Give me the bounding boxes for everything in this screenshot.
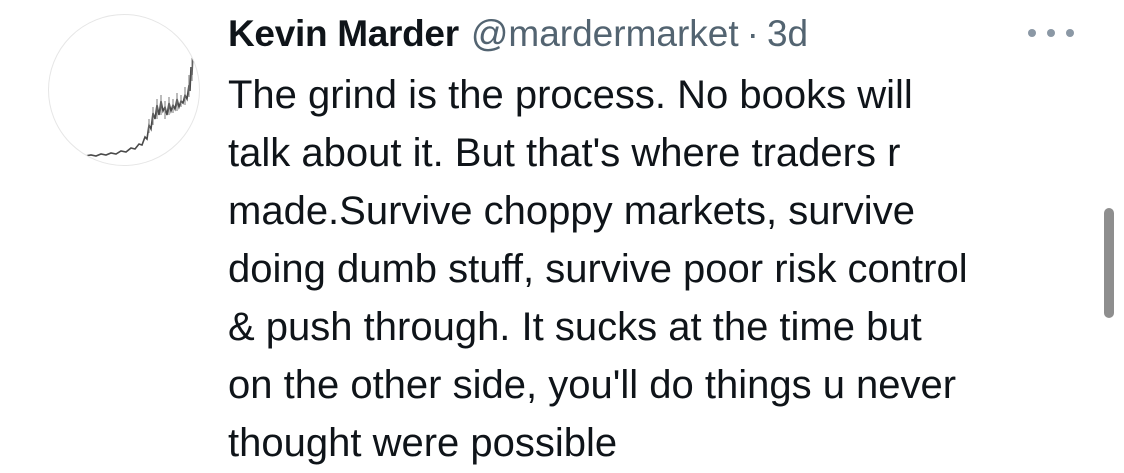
- tweet-text: The grind is the process. No books will …: [228, 66, 1088, 472]
- user-handle[interactable]: @mardermarket: [470, 13, 739, 54]
- display-name[interactable]: Kevin Marder: [228, 13, 459, 54]
- tweet-text-line: & push through. It sucks at the time but: [228, 305, 922, 349]
- stock-chart-icon: [84, 45, 194, 157]
- more-options-icon[interactable]: [1028, 20, 1074, 46]
- tweet-text-line: talk about it. But that's where traders …: [228, 131, 901, 175]
- tweet-text-line: thought were possible: [228, 421, 618, 465]
- separator: ·: [746, 13, 759, 54]
- tweet-text-line: on the other side, you'll do things u ne…: [228, 363, 957, 407]
- tweet-header: Kevin Marder @mardermarket · 3d: [228, 6, 808, 62]
- more-dot: [1047, 29, 1055, 37]
- scrollbar-thumb[interactable]: [1104, 208, 1114, 318]
- tweet-text-line: doing dumb stuff, survive poor risk cont…: [228, 247, 968, 291]
- timestamp[interactable]: 3d: [766, 13, 809, 54]
- tweet-text-line: The grind is the process. No books will: [228, 73, 913, 117]
- more-dot: [1028, 29, 1036, 37]
- tweet-text-line: made.Survive choppy markets, survive: [228, 189, 915, 233]
- avatar[interactable]: [48, 14, 200, 166]
- more-dot: [1066, 29, 1074, 37]
